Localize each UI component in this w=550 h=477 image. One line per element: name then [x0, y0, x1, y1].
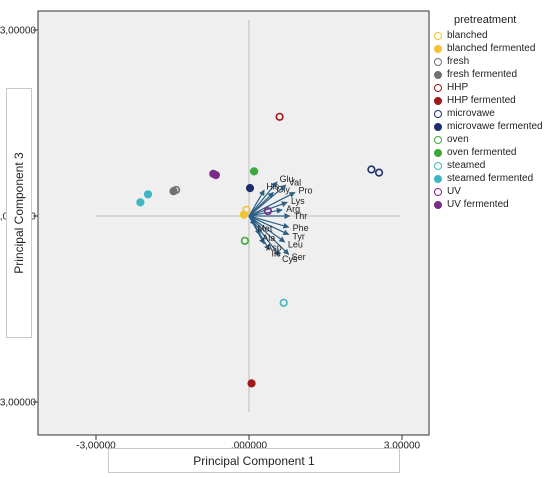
legend-swatch: [434, 109, 442, 118]
legend-item-uv: UV: [434, 185, 548, 198]
legend-swatch: [434, 70, 442, 79]
loading-vector-val: [248, 184, 287, 217]
loading-vector-pro: [248, 191, 296, 217]
legend-label: steamed: [447, 160, 486, 171]
loading-vector-met: [248, 215, 256, 226]
legend-item-steamed-fermented: steamed fermented: [434, 172, 548, 185]
legend-item-microvawe-fermented: microvawe fermented: [434, 120, 548, 133]
y-axis-title: Principal Component 3: [12, 152, 26, 274]
loading-label: Tyr: [292, 231, 305, 241]
point-oven-fermented: [250, 167, 259, 176]
legend-title: pretreatment: [454, 14, 517, 26]
loading-label: Ala: [262, 233, 275, 243]
legend-item-oven-fermented: oven fermented: [434, 146, 548, 159]
legend-item-fresh-fermented: fresh fermented: [434, 68, 548, 81]
loading-label: Val: [289, 177, 301, 187]
x-tick-label: 3,00000: [384, 440, 421, 451]
legend-swatch: [434, 96, 442, 105]
point-hhp-fermented: [247, 379, 256, 388]
legend-swatch: [434, 200, 442, 209]
loading-label: Leu: [288, 239, 303, 249]
legend-swatch: [434, 174, 442, 183]
point-oven: [240, 236, 250, 245]
point-microvawe: [367, 165, 376, 174]
point-steamed: [279, 298, 288, 307]
loading-label: Met: [257, 224, 273, 234]
legend-item-blanched-fermented: blanched fermented: [434, 42, 548, 55]
legend-label: oven: [447, 134, 469, 145]
y-axis-title-box: Principal Component 3: [6, 88, 32, 338]
legend-swatch: [434, 161, 442, 170]
loading-label: Phe: [293, 223, 309, 233]
legend-label: HHP fermented: [447, 95, 516, 106]
loading-label: Arg: [286, 204, 300, 214]
y-tick-label: 3,00000: [0, 26, 36, 37]
legend-label: HHP: [447, 82, 469, 93]
loading-vector-his: [248, 189, 265, 217]
legend-item-blanched: blanched: [434, 29, 548, 42]
legend: pretreatment blanched blanched fermented f…: [434, 14, 548, 211]
loading-label: Pro: [298, 186, 312, 196]
x-tick-label: ,000000: [231, 440, 268, 451]
legend-label: UV fermented: [447, 199, 509, 210]
legend-label: oven fermented: [447, 147, 517, 158]
legend-label: microvawe fermented: [447, 121, 543, 132]
legend-swatch: [434, 57, 442, 66]
point-steamed-fermented: [136, 198, 145, 207]
legend-label: fresh: [447, 56, 470, 67]
loading-vector-ser: [248, 215, 290, 255]
legend-label: microvawe: [447, 108, 495, 119]
legend-item-oven: oven: [434, 133, 548, 146]
point-blanched-fermented: [239, 210, 248, 219]
legend-item-hhp: HHP: [434, 81, 548, 94]
legend-label: UV: [447, 186, 461, 197]
loading-vector-phe: [248, 215, 290, 229]
loading-vector-glu: [248, 181, 278, 217]
loading-label: Ser: [292, 252, 306, 262]
legend-label: steamed fermented: [447, 173, 534, 184]
loading-vector-lys: [248, 201, 288, 217]
legend-label: blanched: [447, 30, 488, 41]
x-axis-title-box: Principal Component 1: [108, 448, 400, 473]
point-steamed-fermented: [143, 190, 153, 199]
legend-swatch: [434, 187, 442, 196]
legend-swatch: [434, 122, 442, 131]
loading-label: Glu: [280, 174, 294, 184]
loading-label: Ile: [271, 249, 281, 259]
loading-label: His: [266, 182, 279, 192]
point-uv-fermented: [211, 170, 220, 180]
plot-area: [37, 10, 430, 436]
y-tick-label: -3,00000: [0, 398, 36, 409]
legend-swatch: [434, 148, 442, 157]
legend-swatch: [434, 135, 442, 144]
point-microvawe: [374, 168, 384, 177]
legend-item-fresh: fresh: [434, 55, 548, 68]
loading-label: Thr: [294, 211, 308, 221]
loading-label: Lys: [291, 196, 305, 206]
legend-item-uv-fermented: UV fermented: [434, 198, 548, 211]
legend-swatch: [434, 83, 442, 92]
point-microvawe-fermented: [245, 184, 255, 193]
legend-label: blanched fermented: [447, 43, 536, 54]
point-uv: [263, 206, 272, 216]
legend-swatch: [434, 31, 442, 40]
x-axis-title: Principal Component 1: [193, 453, 315, 468]
legend-label: fresh fermented: [447, 69, 518, 80]
legend-swatch: [434, 44, 442, 53]
loading-vector-tyr: [248, 215, 290, 236]
loading-label: Cys: [282, 254, 298, 264]
x-tick-label: -3,00000: [76, 440, 116, 451]
loading-label: Asp: [266, 242, 282, 252]
legend-item-microvawe: microvawe: [434, 107, 548, 120]
point-fresh-fermented: [169, 187, 178, 196]
point-hhp: [275, 112, 284, 121]
legend-item-hhp-fermented: HHP fermented: [434, 94, 548, 107]
legend-item-steamed: steamed: [434, 159, 548, 172]
